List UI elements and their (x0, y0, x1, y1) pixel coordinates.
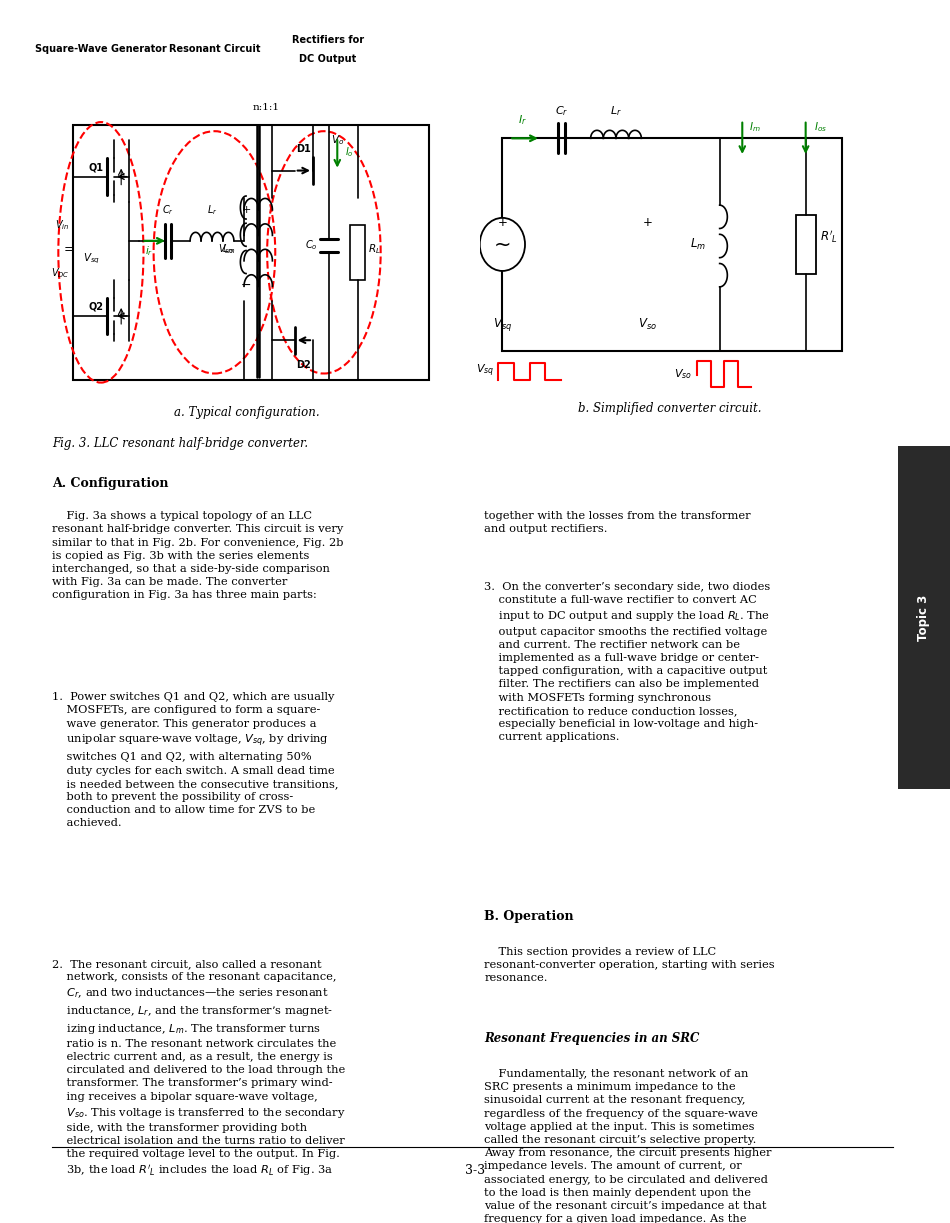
Text: together with the losses from the transformer
and output rectifiers.: together with the losses from the transf… (484, 511, 751, 534)
Text: Resonant Frequencies in an SRC: Resonant Frequencies in an SRC (484, 1032, 700, 1046)
Text: $L_m$: $L_m$ (222, 242, 236, 257)
Bar (72, 125, 429, 379)
Text: +: + (498, 215, 507, 229)
Text: D1: D1 (296, 143, 311, 154)
Text: This section provides a review of LLC
resonant-converter operation, starting wit: This section provides a review of LLC re… (484, 947, 775, 983)
Text: n:1:1: n:1:1 (253, 103, 280, 113)
Text: $V_{in}$: $V_{in}$ (55, 218, 69, 232)
Text: $C_o$: $C_o$ (305, 238, 318, 252)
Bar (503, 138, 842, 351)
Text: b. Simplified converter circuit.: b. Simplified converter circuit. (579, 401, 762, 415)
Text: $V_{so}$: $V_{so}$ (674, 367, 692, 380)
Text: $I_o$: $I_o$ (345, 146, 353, 159)
Text: Fig. 3. LLC resonant half-bridge converter.: Fig. 3. LLC resonant half-bridge convert… (52, 437, 309, 450)
Text: $i_r$: $i_r$ (145, 245, 154, 258)
Text: $I_r$: $I_r$ (519, 114, 527, 127)
Text: A. Configuration: A. Configuration (52, 477, 169, 490)
Text: $I_m$: $I_m$ (749, 120, 761, 135)
Text: a. Typical configuration.: a. Typical configuration. (174, 406, 320, 419)
Text: Rectifiers for: Rectifiers for (292, 35, 364, 45)
Text: D2: D2 (296, 360, 311, 369)
Text: +: + (241, 205, 251, 215)
Text: 3-3: 3-3 (465, 1164, 485, 1178)
Text: $V_{sq}$: $V_{sq}$ (84, 252, 101, 267)
Text: −: − (240, 279, 252, 292)
Text: $V_{DC}$: $V_{DC}$ (50, 267, 69, 280)
Text: $L_r$: $L_r$ (207, 203, 218, 216)
Text: Topic 3: Topic 3 (918, 594, 930, 641)
Text: $V_{sq}$: $V_{sq}$ (493, 316, 512, 333)
Text: 1.  Power switches Q1 and Q2, which are usually
    MOSFETs, are configured to f: 1. Power switches Q1 and Q2, which are u… (52, 692, 339, 828)
Text: $V_{so}$: $V_{so}$ (637, 317, 656, 331)
Text: +: + (642, 215, 652, 229)
Text: $I_{os}$: $I_{os}$ (814, 120, 826, 135)
Text: 3.  On the converter’s secondary side, two diodes
    constitute a full-wave rec: 3. On the converter’s secondary side, tw… (484, 582, 770, 742)
Text: Q2: Q2 (88, 302, 104, 312)
Text: Q1: Q1 (88, 163, 104, 172)
Text: $V_o$: $V_o$ (331, 133, 344, 147)
Text: B. Operation: B. Operation (484, 910, 574, 923)
Text: ~: ~ (494, 235, 511, 254)
Text: Fundamentally, the resonant network of an
SRC presents a minimum impedance to th: Fundamentally, the resonant network of a… (484, 1069, 774, 1223)
Text: =: = (64, 243, 75, 256)
Circle shape (480, 218, 525, 272)
Text: $C_r$: $C_r$ (162, 203, 174, 216)
Text: $C_r$: $C_r$ (555, 104, 568, 119)
Text: Fig. 3a shows a typical topology of an LLC
resonant half-bridge converter. This : Fig. 3a shows a typical topology of an L… (52, 511, 344, 600)
Bar (796, 215, 816, 274)
Text: 2.  The resonant circuit, also called a resonant
    network, consists of the re: 2. The resonant circuit, also called a r… (52, 959, 346, 1179)
Text: $L_m$: $L_m$ (690, 237, 706, 252)
Text: $L_r$: $L_r$ (610, 104, 622, 119)
FancyBboxPatch shape (898, 446, 950, 789)
Text: DC Output: DC Output (299, 54, 356, 64)
Text: Resonant Circuit: Resonant Circuit (169, 44, 260, 54)
Text: $R'_L$: $R'_L$ (820, 229, 838, 245)
Text: $R_L$: $R_L$ (368, 242, 381, 257)
Text: $V_{so}$: $V_{so}$ (218, 242, 234, 257)
Text: $V_{sq}$: $V_{sq}$ (476, 363, 494, 379)
Bar (351, 225, 365, 280)
Text: Square-Wave Generator: Square-Wave Generator (35, 44, 167, 54)
